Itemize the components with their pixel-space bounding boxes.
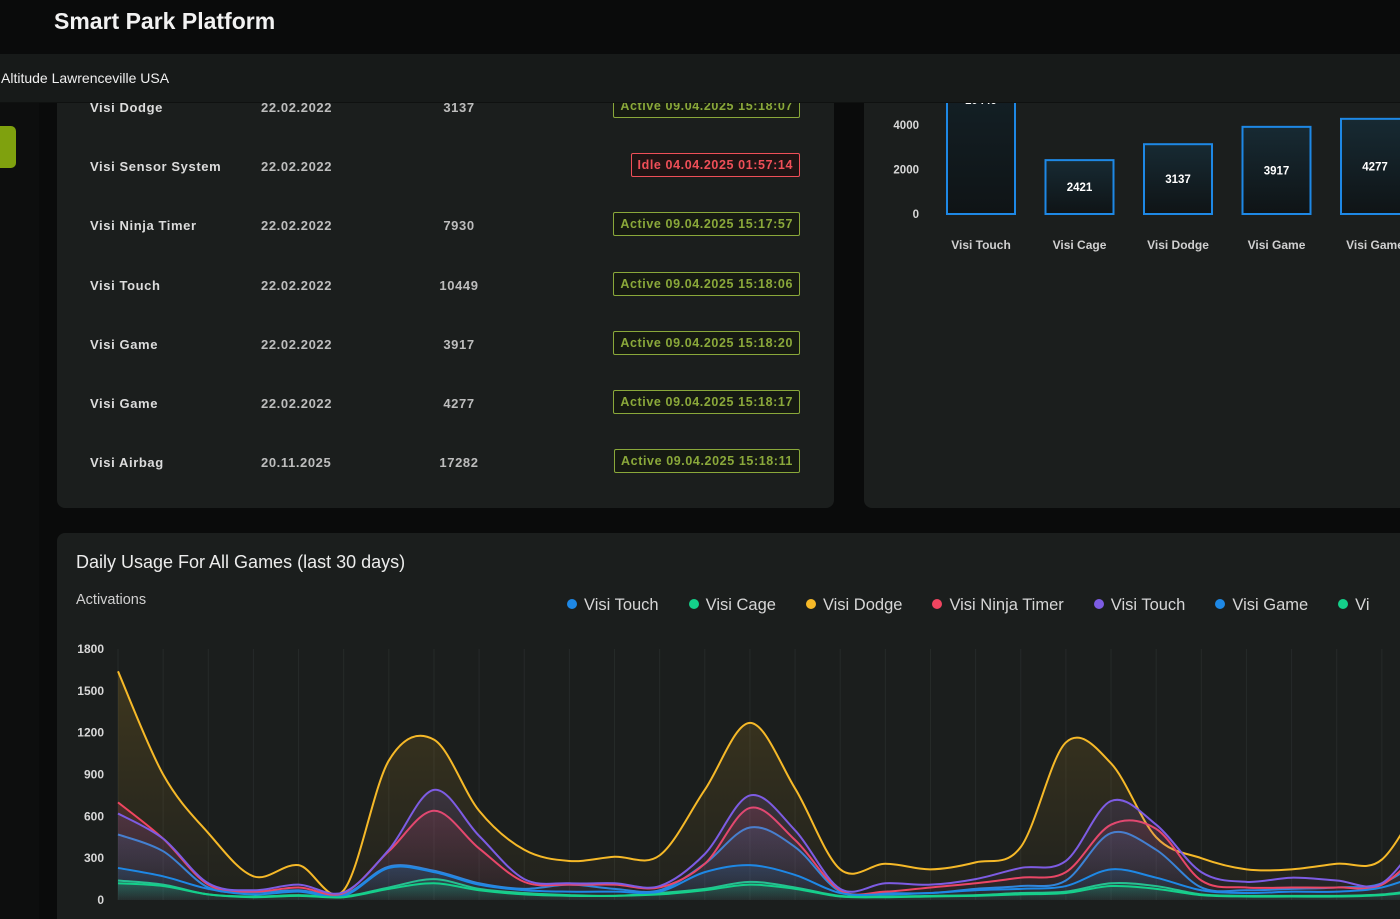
activation-count: 4277 bbox=[443, 396, 475, 411]
location-name[interactable]: Altitude Lawrenceville USA bbox=[1, 70, 170, 86]
daily-usage-chart: 0 300 600 900 1200 1500 1800 bbox=[77, 642, 1400, 907]
series-line bbox=[117, 882, 1400, 899]
bar-value-label: 2421 bbox=[1067, 182, 1093, 194]
series-line bbox=[117, 788, 1400, 895]
y-tick-label: 1200 bbox=[77, 726, 104, 740]
legend-dot-icon bbox=[567, 599, 577, 609]
x-category-label: Visi Game bbox=[1248, 238, 1306, 252]
status-badge: Active 09.04.2025 15:18:20 bbox=[613, 330, 800, 355]
bar bbox=[1143, 143, 1213, 215]
series-area bbox=[118, 883, 1400, 900]
install-date: 22.02.2022 bbox=[261, 218, 333, 234]
table-row[interactable]: Visi Sensor System 22.02.2022 Idle 04.04.2… bbox=[57, 151, 834, 181]
device-name: Visi Sensor System bbox=[90, 159, 222, 175]
x-category-label: Visi Dodge bbox=[1147, 238, 1209, 252]
legend-item[interactable]: Visi Game bbox=[1215, 596, 1308, 615]
legend-label: Vi bbox=[1355, 596, 1370, 614]
device-name: Visi Dodge bbox=[90, 100, 163, 115]
legend-item[interactable]: Visi Dodge bbox=[805, 596, 903, 615]
sidebar-active-item[interactable] bbox=[0, 126, 16, 168]
install-date: 22.02.2022 bbox=[261, 159, 333, 175]
bar bbox=[1241, 125, 1312, 215]
device-name: Visi Game bbox=[90, 396, 159, 411]
device-name: Visi Ninja Timer bbox=[90, 218, 197, 234]
activation-count: 3137 bbox=[443, 100, 475, 115]
legend-label: Visi Cage bbox=[705, 596, 776, 614]
y-tick-label: 600 bbox=[84, 809, 104, 823]
install-date: 22.02.2022 bbox=[261, 100, 333, 115]
legend-label: Visi Ninja Timer bbox=[949, 596, 1064, 614]
device-name: Visi Game bbox=[90, 336, 159, 352]
activation-count: 10449 bbox=[439, 277, 479, 293]
table-row[interactable]: Visi Airbag 20.11.2025 17282 Active 09.04.2… bbox=[57, 447, 834, 477]
legend-dot-icon bbox=[1215, 599, 1226, 609]
top-bar: Smart Park Platform bbox=[0, 0, 1400, 54]
legend-dot-icon bbox=[1338, 599, 1349, 609]
legend-dot-icon bbox=[688, 599, 699, 609]
activation-count: 7930 bbox=[443, 218, 475, 234]
legend-label: Visi Touch bbox=[584, 596, 659, 614]
x-category-label: Visi Touch bbox=[951, 238, 1011, 252]
status-badge: Active 09.04.2025 15:18:11 bbox=[614, 449, 800, 474]
y-axis-label: Activations bbox=[76, 592, 147, 608]
install-date: 20.11.2025 bbox=[261, 455, 332, 471]
table-row[interactable]: Visi Ninja Timer 22.02.2022 7930 Active 09.… bbox=[57, 210, 834, 240]
daily-usage-card: 0 300 600 900 1200 1500 1800 Daily Usage For A… bbox=[57, 533, 1400, 919]
y-tick-label: 1500 bbox=[77, 684, 104, 698]
bar-value-label: 3137 bbox=[1165, 174, 1191, 186]
table-row[interactable]: Visi Game 22.02.2022 3917 Active 09.04.2025… bbox=[57, 329, 834, 359]
device-name: Visi Airbag bbox=[90, 455, 164, 471]
x-category-label: Visi Game bbox=[1346, 238, 1400, 252]
legend-item[interactable]: Visi Ninja Timer bbox=[932, 596, 1064, 615]
chart-title: Daily Usage For All Games (last 30 days) bbox=[76, 552, 406, 572]
y-tick-label: 300 bbox=[84, 851, 104, 865]
install-date: 22.02.2022 bbox=[261, 336, 333, 352]
sidebar bbox=[0, 103, 39, 919]
table-row[interactable]: Visi Game 22.02.2022 4277 Active 09.04.2025… bbox=[57, 388, 834, 418]
legend-label: Visi Touch bbox=[1110, 596, 1186, 614]
status-badge: Active 09.04.2025 15:18:06 bbox=[613, 271, 800, 296]
y-tick-label: 1800 bbox=[77, 642, 104, 656]
table-row[interactable]: Visi Touch 22.02.2022 10449 Active 09.04.20… bbox=[57, 270, 834, 300]
y-tick-label: 900 bbox=[84, 768, 104, 782]
bar-value-label: 3917 bbox=[1264, 165, 1290, 177]
legend-item[interactable]: Vi bbox=[1338, 596, 1370, 615]
chart-legend: Visi Touch Visi Cage Visi Dodge Visi Ninja … bbox=[567, 596, 1400, 615]
y-tick-label: 0 bbox=[913, 209, 919, 221]
legend-label: Visi Dodge bbox=[822, 596, 903, 614]
status-badge: Active 09.04.2025 15:18:17 bbox=[613, 390, 800, 414]
device-name: Visi Touch bbox=[90, 277, 161, 293]
legend-dot-icon bbox=[1093, 599, 1104, 609]
legend-dot-icon bbox=[932, 599, 943, 609]
install-date: 22.02.2022 bbox=[261, 277, 333, 293]
legend-dot-icon bbox=[805, 599, 816, 609]
x-category-label: Visi Cage bbox=[1053, 238, 1107, 252]
devices-table-card: Visi Dodge 22.02.2022 3137 Active 09.04.202… bbox=[57, 70, 834, 508]
app-title: Smart Park Platform bbox=[54, 8, 276, 34]
y-tick-label: 0 bbox=[97, 893, 104, 907]
bar bbox=[1044, 159, 1115, 215]
status-badge: Active 09.04.2025 15:17:57 bbox=[613, 212, 800, 237]
legend-item[interactable]: Visi Touch bbox=[567, 596, 659, 615]
y-tick-label: 4000 bbox=[893, 120, 919, 132]
legend-item[interactable]: Visi Cage bbox=[688, 596, 776, 615]
location-bar[interactable]: Altitude Lawrenceville USA bbox=[0, 54, 1400, 103]
y-tick-label: 2000 bbox=[893, 165, 919, 177]
legend-item[interactable]: Visi Touch bbox=[1093, 596, 1186, 615]
activation-count: 17282 bbox=[439, 455, 479, 471]
legend-label: Visi Game bbox=[1232, 596, 1309, 614]
install-date: 22.02.2022 bbox=[261, 396, 333, 411]
activation-count: 3917 bbox=[443, 336, 475, 352]
status-badge: Idle 04.04.2025 01:57:14 bbox=[630, 153, 800, 178]
bar bbox=[1340, 117, 1400, 215]
bar-value-label: 4277 bbox=[1362, 161, 1388, 173]
